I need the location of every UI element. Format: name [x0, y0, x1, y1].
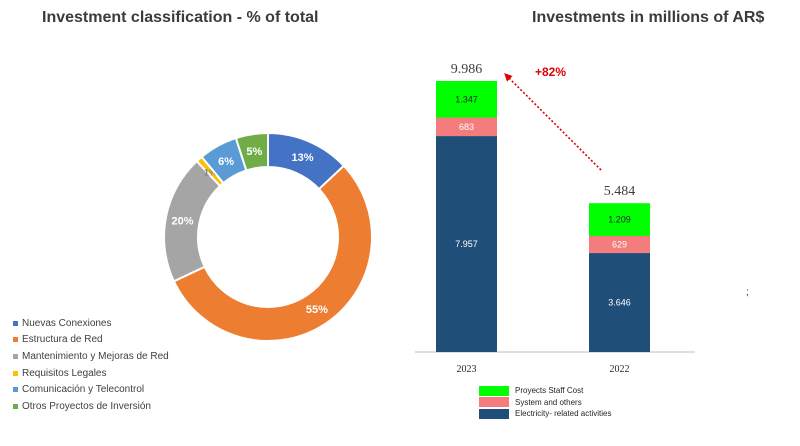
bar-total-label: 9.986 [451, 62, 483, 77]
donut-label-nuevas-conexiones: 13% [292, 152, 314, 164]
stacked-bar-chart: 7.957 683 1.347 9.986 2023 3.646 629 1.209 5.484… [415, 62, 695, 375]
bar-value-label: 1.347 [455, 94, 478, 104]
bar-2023-proyects-staff-cost [436, 80, 497, 118]
growth-arrow [504, 73, 602, 171]
donut-legend-item-mantenimiento-y-mejoras-de-red: Mantenimiento y Mejoras de Red [13, 348, 169, 365]
legend-label: System and others [515, 397, 582, 407]
bar-2022-proyects-staff-cost [589, 203, 650, 236]
x-tick-label: 2023 [457, 364, 477, 375]
donut-label-estructura-de-red: 55% [306, 304, 328, 316]
bar-2022-system-and-others [589, 235, 650, 254]
legend-swatch [13, 370, 18, 376]
legend-label: Requisitos Legales [22, 367, 107, 379]
donut-slice-otros-proyectos-de-inversion [234, 131, 269, 172]
bar-value-label: 1.209 [608, 215, 631, 225]
bar-legend: Proyects Staff Cost System and others Elec… [479, 385, 611, 420]
bar-2023-system-and-others [436, 117, 497, 137]
donut-legend: Nuevas Conexiones Estructura de Red Manten… [13, 315, 169, 415]
bar-value-label: 683 [459, 122, 474, 132]
donut-legend-item-nuevas-conexiones: Nuevas Conexiones [13, 315, 169, 332]
donut-label-requisitos-legales: 1% [204, 168, 217, 178]
bar-chart-title: Investments in millions of AR$ [532, 9, 765, 26]
donut-legend-item-estructura-de-red: Estructura de Red [13, 332, 169, 349]
legend-label: Comunicación y Telecontrol [22, 384, 145, 396]
growth-annotation: +82% [535, 65, 566, 79]
donut-slice-estructura-de-red [172, 164, 373, 342]
bar-legend-item-proyects-staff-cost: Proyects Staff Cost [479, 385, 611, 397]
x-tick-label: 2022 [610, 364, 630, 375]
bar-value-label: 3.646 [608, 298, 631, 308]
legend-swatch [479, 385, 509, 396]
legend-swatch [479, 397, 509, 408]
legend-label: Nuevas Conexiones [22, 317, 112, 329]
bar-2022-electricity-related-activities [589, 253, 650, 352]
donut-label-mantenimiento-y-mejoras-de-red: 20% [172, 216, 194, 228]
pie-chart-title: Investment classification - % of total [42, 9, 319, 26]
legend-swatch [13, 403, 18, 409]
bar-2023-electricity-related-activities [436, 136, 497, 352]
bar-value-label: 629 [612, 240, 627, 250]
donut-label-otros-proyectos-de-inversion: 5% [246, 146, 262, 158]
legend-label: Mantenimiento y Mejoras de Red [22, 350, 169, 362]
stray-mark: ; [746, 287, 749, 298]
legend-swatch [13, 337, 18, 343]
legend-swatch [13, 387, 18, 393]
legend-swatch [13, 353, 18, 359]
bar-legend-item-system-and-others: System and others [479, 397, 611, 409]
bar-value-label: 7.957 [455, 239, 478, 249]
donut-legend-item-comunicacion-y-telecontrol: Comunicación y Telecontrol [13, 381, 169, 398]
donut-legend-item-requisitos-legales: Requisitos Legales [13, 365, 169, 382]
legend-label: Otros Proyectos de Inversión [22, 400, 151, 412]
legend-label: Proyects Staff Cost [515, 386, 584, 396]
bar-legend-item-electricity-related-activities: Electricity- related activities [479, 408, 611, 420]
legend-swatch [479, 408, 509, 419]
legend-label: Estructura de Red [22, 334, 103, 346]
donut-chart: 13% 55% 20% 1%6% 5% [163, 131, 373, 342]
donut-legend-item-otros-proyectos-de-inversion: Otros Proyectos de Inversión [13, 398, 169, 415]
bar-total-label: 5.484 [604, 184, 636, 199]
donut-label-comunicacion-y-telecontrol: 6% [218, 156, 234, 168]
legend-swatch [13, 320, 18, 326]
legend-label: Electricity- related activities [515, 409, 612, 419]
